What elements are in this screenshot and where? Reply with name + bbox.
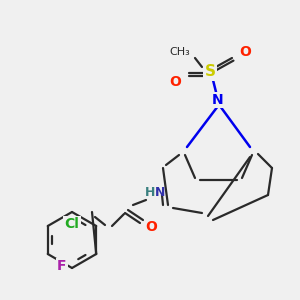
Text: CH₃: CH₃ bbox=[169, 47, 190, 57]
Text: O: O bbox=[169, 75, 181, 89]
Text: H: H bbox=[145, 187, 155, 200]
Text: N: N bbox=[155, 187, 165, 200]
Text: Cl: Cl bbox=[64, 217, 80, 231]
Text: F: F bbox=[57, 259, 67, 273]
Text: S: S bbox=[205, 64, 215, 80]
Text: O: O bbox=[239, 45, 251, 59]
Text: O: O bbox=[145, 220, 157, 234]
Text: N: N bbox=[212, 93, 224, 107]
